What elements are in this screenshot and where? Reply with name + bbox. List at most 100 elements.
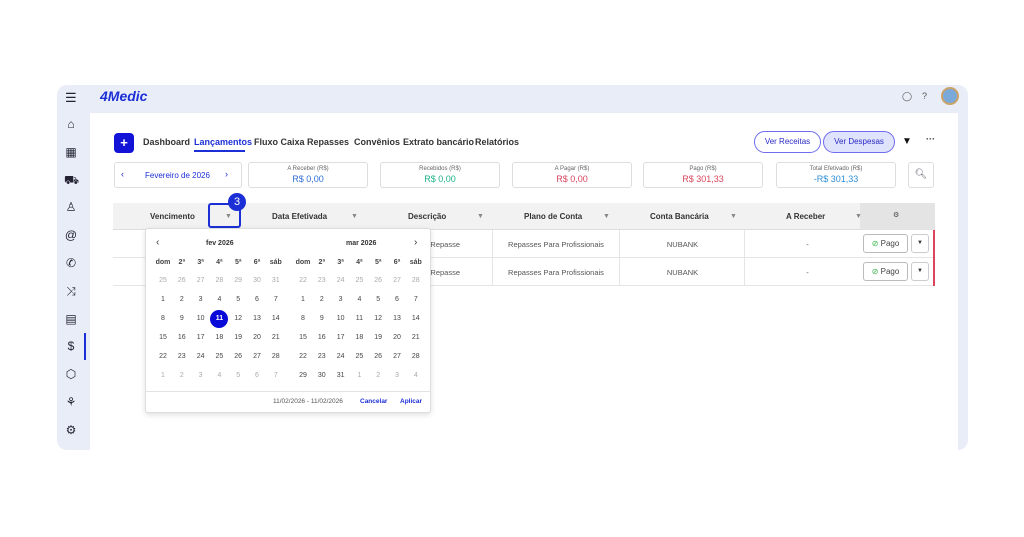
calendar-day[interactable]: 27 <box>253 353 261 360</box>
calendar-day[interactable]: 22 <box>299 277 307 284</box>
ver-despesas-button[interactable]: Ver Despesas <box>823 131 895 153</box>
tab-0[interactable]: Dashboard <box>143 137 191 147</box>
calendar-day[interactable]: 16 <box>177 334 186 341</box>
calendar-day[interactable]: 20 <box>393 334 401 341</box>
calendar-day[interactable]: 2 <box>179 372 184 379</box>
home-icon[interactable]: ⌂ <box>67 117 75 131</box>
search-button[interactable]: 🔍︎ <box>908 162 934 188</box>
calendar-day[interactable]: 8 <box>301 315 305 322</box>
calendar-day[interactable]: 18 <box>355 334 364 341</box>
tab-4[interactable]: Convênios <box>354 137 401 147</box>
shuffle-icon[interactable]: ⤨ <box>66 283 76 298</box>
calendar-day[interactable]: 26 <box>234 353 243 360</box>
calendar-day[interactable]: 28 <box>271 353 280 360</box>
column-header[interactable]: Data Efetivada <box>272 212 328 221</box>
calendar-day[interactable]: 27 <box>196 277 205 284</box>
at-icon[interactable]: @ <box>64 228 78 243</box>
calendar-day[interactable]: 26 <box>374 353 383 360</box>
calendar-day[interactable]: 22 <box>299 353 307 360</box>
calendar-day[interactable]: 12 <box>234 315 243 322</box>
calendar-day[interactable]: 19 <box>374 334 383 341</box>
column-header[interactable]: A Receber <box>786 212 826 221</box>
table-row[interactable] <box>113 230 935 258</box>
calendar-day[interactable]: 27 <box>393 277 401 284</box>
calendar-day[interactable]: 1 <box>357 372 362 379</box>
calendar-day[interactable]: 25 <box>355 277 364 284</box>
calendar-day[interactable]: 6 <box>255 296 259 303</box>
calendar-day[interactable]: 30 <box>253 277 261 284</box>
calendar-day[interactable]: 24 <box>196 353 205 360</box>
calendar-day[interactable]: 9 <box>319 315 324 322</box>
calendar-day[interactable]: 14 <box>271 315 280 322</box>
calendar-day[interactable]: 31 <box>336 372 345 379</box>
column-filter-icon[interactable]: ▼ <box>603 213 610 220</box>
user-icon[interactable]: ♙ <box>65 200 77 215</box>
column-filter-icon[interactable]: ▼ <box>730 213 737 220</box>
calendar-day[interactable]: 15 <box>299 334 307 341</box>
tab-5[interactable]: Extrato bancário <box>403 137 475 147</box>
calendar-day[interactable]: 14 <box>411 315 420 322</box>
calendar-day[interactable]: 9 <box>179 315 184 322</box>
calendar-day[interactable]: 20 <box>253 334 261 341</box>
calendar-day[interactable]: 23 <box>177 353 186 360</box>
calendar-day[interactable]: 10 <box>196 315 205 322</box>
prev-month-icon[interactable]: ‹ <box>121 169 124 179</box>
calendar-day[interactable]: 3 <box>338 296 343 303</box>
calendar-day[interactable]: 6 <box>255 372 259 379</box>
avatar[interactable] <box>941 87 959 105</box>
calendar-day[interactable]: 5 <box>236 296 241 303</box>
calendar-day[interactable]: 31 <box>271 277 280 284</box>
calendar-day[interactable]: 28 <box>411 353 420 360</box>
status-button[interactable]: ⊘ Pago <box>863 262 908 281</box>
calendar-day[interactable]: 13 <box>253 315 261 322</box>
calendar-day[interactable]: 25 <box>159 277 167 284</box>
calendar-day[interactable]: 3 <box>198 372 203 379</box>
car-icon[interactable]: ⛟ <box>64 172 80 187</box>
calendar-day[interactable]: 8 <box>161 315 165 322</box>
calendar-day[interactable]: 25 <box>215 353 224 360</box>
calendar-day[interactable]: 7 <box>273 296 278 303</box>
filter-icon[interactable]: ▼ <box>902 136 912 147</box>
table-row[interactable] <box>113 258 935 286</box>
calendar-day[interactable]: 1 <box>161 296 165 303</box>
calendar-day[interactable]: 5 <box>376 296 381 303</box>
calendar-day[interactable]: 29 <box>234 277 243 284</box>
tab-1[interactable]: Lançamentos <box>194 137 253 147</box>
calendar-day[interactable]: 26 <box>374 277 383 284</box>
calendar-day[interactable]: 30 <box>317 372 326 379</box>
calendar-day[interactable]: 4 <box>413 372 418 379</box>
calendar-day[interactable]: 25 <box>355 353 364 360</box>
calendar-day[interactable]: 28 <box>215 277 224 284</box>
box-icon[interactable]: ⬡ <box>65 367 77 382</box>
next-month-icon[interactable]: › <box>414 237 418 248</box>
add-button[interactable]: + <box>114 133 134 153</box>
cancel-button[interactable]: Cancelar <box>360 398 388 405</box>
calendar-day[interactable]: 7 <box>273 372 278 379</box>
calendar-day[interactable]: 2 <box>179 296 184 303</box>
apply-button[interactable]: Aplicar <box>400 398 423 405</box>
next-month-icon[interactable]: › <box>225 169 228 179</box>
calendar-day[interactable]: 12 <box>374 315 383 322</box>
calendar-day[interactable]: 21 <box>271 334 280 341</box>
gear-icon[interactable]: ⚙ <box>65 422 77 437</box>
settings-icon[interactable]: ⚙ <box>893 212 900 219</box>
chart-icon[interactable]: ⚘ <box>65 395 77 409</box>
dollar-icon[interactable]: $ <box>67 339 75 354</box>
calendar-day[interactable]: 1 <box>301 296 305 303</box>
calendar-day[interactable]: 13 <box>393 315 401 322</box>
calendar-day[interactable]: 11 <box>355 315 364 322</box>
column-header[interactable]: Vencimento <box>150 212 195 221</box>
calendar-day[interactable]: 15 <box>159 334 167 341</box>
status-button[interactable]: ⊘ Pago <box>863 234 908 253</box>
calendar-day[interactable]: 10 <box>336 315 345 322</box>
calendar-day[interactable]: 1 <box>161 372 165 379</box>
calendar-day[interactable]: 11 <box>210 310 229 328</box>
calendar-day[interactable]: 2 <box>376 372 381 379</box>
phone-icon[interactable]: ✆ <box>65 256 77 270</box>
prev-month-icon[interactable]: ‹ <box>156 237 160 248</box>
calendar-day[interactable]: 6 <box>395 296 399 303</box>
tab-6[interactable]: Relatórios <box>475 137 520 147</box>
calendar-day[interactable]: 26 <box>177 277 186 284</box>
column-filter-icon[interactable]: ▼ <box>351 213 358 220</box>
calendar-day[interactable]: 7 <box>413 296 418 303</box>
